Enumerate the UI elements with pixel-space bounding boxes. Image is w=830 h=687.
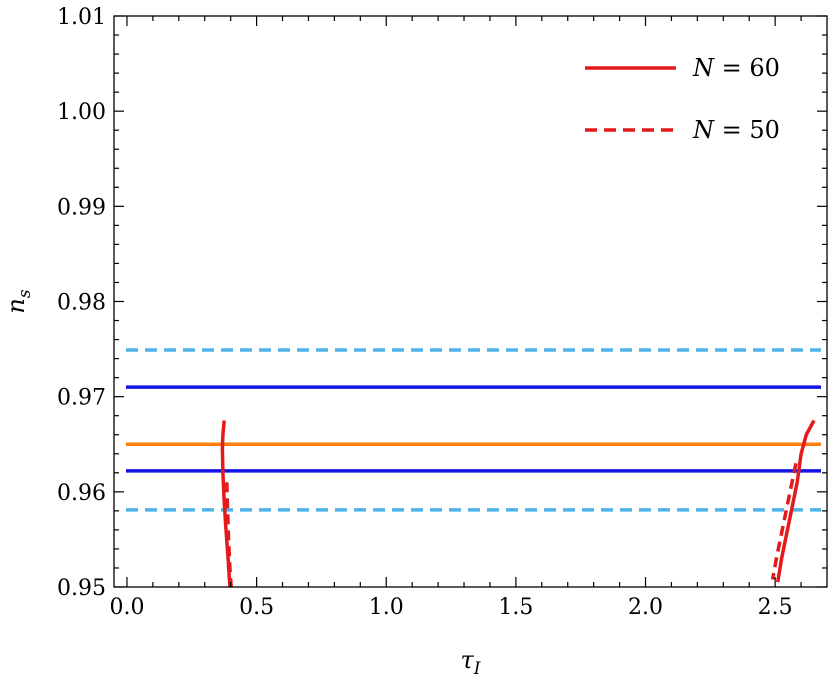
x-tick-label-2: 1.0 [369,595,404,620]
x-axis-label: τI [461,646,481,679]
legend-label-1: N = 50 [692,116,780,144]
legend-label-var-1: N [692,116,715,144]
x-tick-label-1: 0.5 [239,595,274,620]
x-tick-label-5: 2.5 [758,595,793,620]
legend-label-0: N = 60 [692,54,780,82]
x-tick-label-4: 2.0 [628,595,663,620]
x-tick-label-3: 1.5 [498,595,533,620]
y-tick-label-4: 0.99 [57,195,106,220]
y-axis-label-subscript: s [15,289,35,298]
legend: N = 60 N = 50 [585,54,780,144]
y-tick-label-3: 0.98 [57,291,106,316]
series-line-1-1 [770,462,798,580]
y-tick-label-5: 1.00 [57,100,106,125]
reference-lines [126,348,821,512]
y-tick-label-2: 0.97 [57,386,106,411]
legend-label-var-0: N [692,54,715,82]
series-line-1-0 [225,482,233,588]
y-tick-label-0: 0.95 [57,576,106,601]
y-tick-label-1: 0.96 [57,481,106,506]
axis-ticks [114,15,827,588]
plot-frame [113,15,828,588]
x-tick-label-0: 0.0 [109,595,144,620]
y-tick-label-6: 1.01 [57,5,106,30]
tick-labels: 0.0 0.5 1.0 1.5 2.0 2.5 0.95 0.96 0.97 0.98 0.99 1.… [57,5,793,620]
series-line-0-1 [775,419,816,583]
y-axis-label: ns [2,289,35,313]
x-axis-label-subscript: I [473,659,481,679]
data-series [220,419,816,588]
